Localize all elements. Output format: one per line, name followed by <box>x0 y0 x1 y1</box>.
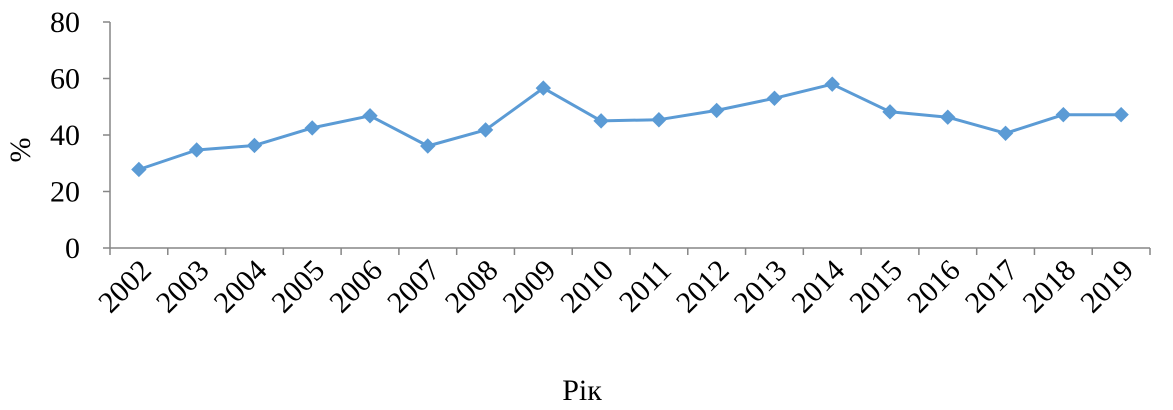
data-point-marker <box>766 90 783 106</box>
x-tick-label: 2004 <box>208 254 274 320</box>
x-tick-label: 2019 <box>1074 254 1140 320</box>
x-tick-label: 2005 <box>265 254 331 320</box>
x-tick-label: 2013 <box>728 254 794 320</box>
x-tick-label: 2018 <box>1017 254 1083 320</box>
x-tick-label: 2008 <box>439 254 505 320</box>
data-point-marker <box>882 104 898 120</box>
y-axis-title: % <box>4 138 37 163</box>
data-point-marker <box>131 161 147 178</box>
data-point-marker <box>304 120 320 136</box>
y-tick-label: 60 <box>50 63 80 96</box>
x-tick-label: 2002 <box>92 254 158 320</box>
y-tick-label: 20 <box>50 176 80 209</box>
data-point-marker <box>651 112 667 128</box>
data-point-marker <box>1055 106 1072 123</box>
data-point-marker <box>1113 106 1129 123</box>
x-tick-label: 2009 <box>497 254 563 320</box>
x-tick-label: 2011 <box>613 254 678 319</box>
x-tick-label: 2015 <box>843 254 909 320</box>
data-point-marker <box>246 137 263 154</box>
data-point-marker <box>940 109 956 125</box>
data-point-marker <box>535 80 552 96</box>
x-axis: 2002200320042005200620072008200920102011… <box>92 247 1151 320</box>
data-point-marker <box>593 113 609 129</box>
data-point-marker <box>362 108 378 124</box>
series-line <box>138 82 1122 171</box>
y-tick-label: 40 <box>50 119 80 152</box>
data-point-marker <box>708 102 725 119</box>
data-point-marker <box>824 76 840 92</box>
x-tick-label: 2017 <box>959 254 1025 320</box>
x-tick-label: 2010 <box>554 254 620 320</box>
x-tick-label: 2003 <box>150 254 216 320</box>
x-tick-label: 2007 <box>381 254 447 320</box>
x-axis-title: Рік <box>562 374 602 407</box>
x-tick-label: 2016 <box>901 254 967 320</box>
data-point-marker <box>997 125 1014 142</box>
data-point-marker <box>420 138 436 154</box>
y-axis: 0 20 40 60 80 <box>50 6 111 265</box>
series-layer <box>131 76 1129 178</box>
x-tick-label: 2014 <box>785 254 851 320</box>
data-point-marker <box>477 122 494 138</box>
data-point-marker <box>188 142 205 158</box>
y-tick-label: 80 <box>50 6 80 39</box>
y-tick-label: 0 <box>65 232 80 265</box>
x-tick-label: 2012 <box>670 254 736 320</box>
x-tick-label: 2006 <box>323 254 389 320</box>
